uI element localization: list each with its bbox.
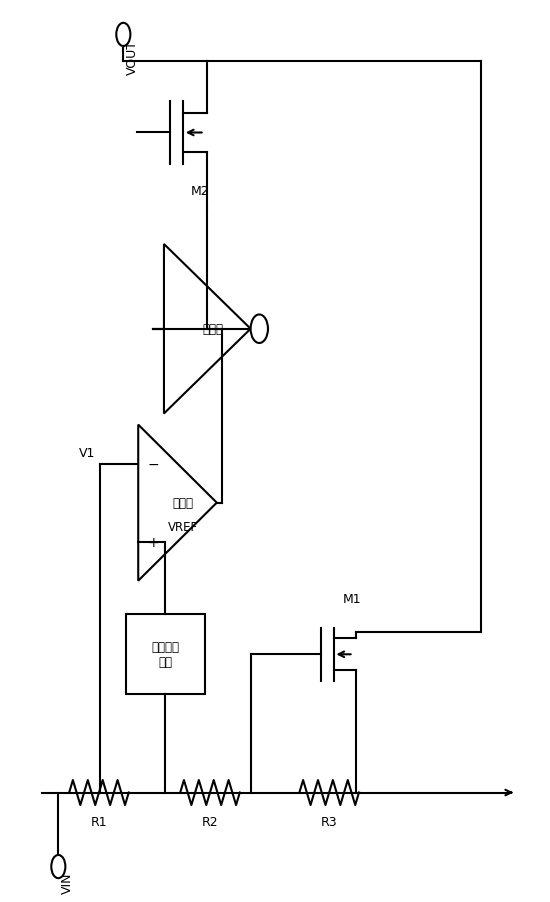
Text: V1: V1 bbox=[79, 446, 95, 460]
Circle shape bbox=[116, 23, 130, 47]
Text: R2: R2 bbox=[202, 815, 218, 828]
Text: VOUT: VOUT bbox=[126, 40, 139, 75]
Text: 反相器: 反相器 bbox=[202, 323, 223, 336]
Text: VREF: VREF bbox=[168, 520, 198, 533]
Circle shape bbox=[51, 855, 65, 879]
Bar bbox=[126, 614, 205, 695]
Text: M1: M1 bbox=[343, 593, 361, 605]
Text: 基准电压
电路: 基准电压 电路 bbox=[151, 640, 179, 668]
Text: +: + bbox=[148, 535, 160, 549]
Text: −: − bbox=[148, 457, 160, 471]
Text: VIN: VIN bbox=[61, 871, 74, 893]
Text: M2: M2 bbox=[191, 185, 210, 198]
Text: R3: R3 bbox=[321, 815, 338, 828]
Circle shape bbox=[251, 315, 268, 344]
Text: R1: R1 bbox=[91, 815, 107, 828]
Text: 比较器: 比较器 bbox=[172, 497, 194, 510]
